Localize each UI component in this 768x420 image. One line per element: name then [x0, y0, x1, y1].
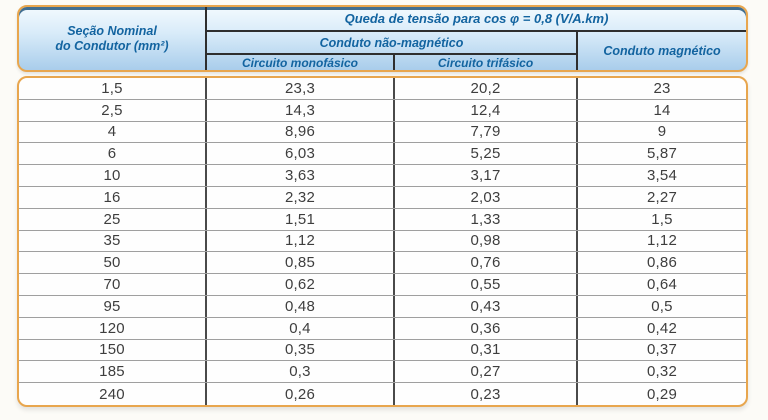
table-cell-section: 25 — [19, 208, 207, 230]
table-cell-single-phase: 0,26 — [207, 383, 395, 405]
table-cell-magnetic: 0,29 — [647, 385, 677, 403]
table-cell-three-phase: 12,4 — [395, 99, 578, 121]
table-cell-section: 2,5 — [19, 99, 207, 121]
table-row: 4 8,96 7,79 9 — [19, 121, 746, 144]
table-cell-magnetic: 1,5 — [651, 210, 673, 228]
table-cell-section: 70 — [19, 274, 207, 295]
table-cell-section: 120 — [19, 317, 207, 339]
table-cell-section: 240 — [19, 383, 207, 405]
table-cell-three-phase: 20,2 — [395, 78, 578, 99]
table-row: 120 0,4 0,36 0,42 — [19, 317, 746, 340]
table-cell-single-phase: 3,63 — [207, 165, 395, 186]
table-cell-section: 16 — [19, 186, 207, 208]
table-cell-magnetic: 1,12 — [647, 232, 677, 250]
table-cell-three-phase: 0,36 — [395, 317, 578, 339]
table-cell-single-phase: 1,12 — [207, 230, 395, 252]
table-cell-section: 185 — [19, 361, 207, 383]
table-cell-magnetic: 0,32 — [647, 363, 677, 381]
table-cell-magnetic: 9 — [657, 123, 667, 141]
table-cell-magnetic: 0,86 — [647, 254, 677, 272]
table-row: 50 0,85 0,76 0,86 — [19, 252, 746, 275]
table-cell-three-phase: 1,33 — [395, 208, 578, 230]
table-cell-three-phase: 2,03 — [395, 186, 578, 208]
table-row: 70 0,62 0,55 0,64 — [19, 274, 746, 296]
table-cell-section: 50 — [19, 252, 207, 274]
table-cell-three-phase: 0,27 — [395, 361, 578, 383]
header-magnetic-conduit: Conduto magnético — [603, 44, 721, 58]
header-conductor-line2: do Condutor (mm²) — [55, 38, 169, 53]
table-cell-single-phase: 14,3 — [207, 99, 395, 121]
table-cell-section: 10 — [19, 165, 207, 186]
table-cell-single-phase: 0,3 — [207, 361, 395, 383]
table-row: 95 0,48 0,43 0,5 — [19, 295, 746, 318]
table-cell-magnetic: 23 — [653, 79, 671, 97]
table-header-panel: Seção Nominal do Condutor (mm²) Queda de… — [17, 5, 748, 72]
table-cell-magnetic: 2,27 — [647, 188, 677, 206]
table-cell-three-phase: 5,25 — [395, 143, 578, 165]
table-cell-single-phase: 1,51 — [207, 208, 395, 230]
table-row: 240 0,26 0,23 0,29 — [19, 383, 746, 405]
table-row: 1,5 23,3 20,2 23 — [19, 78, 746, 100]
table-row: 2,5 14,3 12,4 14 — [19, 99, 746, 122]
table-cell-three-phase: 0,55 — [395, 274, 578, 295]
table-cell-single-phase: 0,35 — [207, 339, 395, 361]
table-cell-single-phase: 8,96 — [207, 121, 395, 143]
header-conductor-line1: Seção Nominal — [67, 23, 157, 38]
table-row: 10 3,63 3,17 3,54 — [19, 165, 746, 187]
table-row: 16 2,32 2,03 2,27 — [19, 186, 746, 209]
table-body: 1,5 23,3 20,2 23 2,5 14,3 12,4 14 4 8,96… — [17, 76, 748, 407]
header-single-phase-circuit: Circuito monofásico — [207, 55, 395, 70]
table-cell-single-phase: 0,85 — [207, 252, 395, 274]
table-cell-section: 95 — [19, 295, 207, 317]
table-cell-single-phase: 2,32 — [207, 186, 395, 208]
header-conductor-section: Seção Nominal do Condutor (mm²) — [19, 7, 207, 70]
table-cell-three-phase: 0,98 — [395, 230, 578, 252]
table-cell-magnetic: 0,37 — [647, 341, 677, 359]
table-row: 25 1,51 1,33 1,5 — [19, 208, 746, 231]
table-cell-magnetic: 3,54 — [647, 167, 677, 185]
table-cell-three-phase: 0,31 — [395, 339, 578, 361]
table-row: 150 0,35 0,31 0,37 — [19, 339, 746, 362]
table-cell-magnetic: 0,5 — [651, 297, 673, 315]
table-row: 185 0,3 0,27 0,32 — [19, 361, 746, 384]
header-nonmagnetic-conduit: Conduto não-magnético — [207, 32, 578, 55]
table-cell-three-phase: 0,23 — [395, 383, 578, 405]
table-cell-single-phase: 0,4 — [207, 317, 395, 339]
table-cell-single-phase: 23,3 — [207, 78, 395, 99]
table-cell-magnetic: 0,42 — [647, 319, 677, 337]
table-cell-magnetic: 14 — [653, 101, 671, 119]
table-cell-three-phase: 0,76 — [395, 252, 578, 274]
table-cell-section: 150 — [19, 339, 207, 361]
table-cell-magnetic: 0,64 — [647, 276, 677, 294]
table-cell-section: 1,5 — [19, 78, 207, 99]
table-cell-single-phase: 0,48 — [207, 295, 395, 317]
table-cell-three-phase: 0,43 — [395, 295, 578, 317]
table-cell-section: 4 — [19, 121, 207, 143]
table-cell-single-phase: 6,03 — [207, 143, 395, 165]
table-cell-section: 35 — [19, 230, 207, 252]
table-cell-three-phase: 7,79 — [395, 121, 578, 143]
header-three-phase-circuit: Circuito trifásico — [395, 55, 578, 70]
table-cell-three-phase: 3,17 — [395, 165, 578, 186]
table-cell-single-phase: 0,62 — [207, 274, 395, 295]
table-cell-section: 6 — [19, 143, 207, 165]
table-row: 6 6,03 5,25 5,87 — [19, 143, 746, 166]
table-cell-magnetic: 5,87 — [647, 145, 677, 163]
header-voltage-drop-title: Queda de tensão para cos φ = 0,8 (V/A.km… — [207, 7, 746, 32]
table-row: 35 1,12 0,98 1,12 — [19, 230, 746, 253]
